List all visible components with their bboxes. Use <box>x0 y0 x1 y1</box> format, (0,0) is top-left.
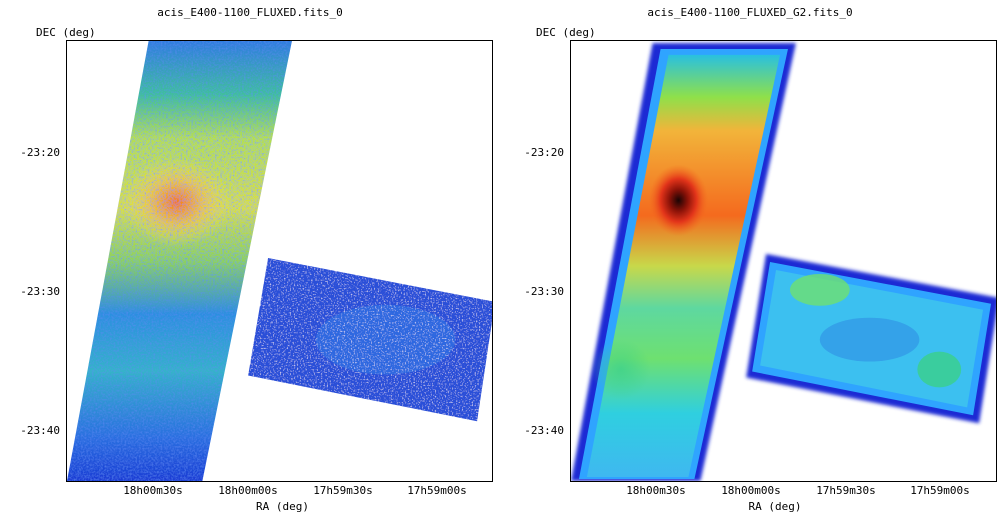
left-fluxed-image <box>67 41 492 481</box>
right-ytick: -23:30 <box>524 285 564 298</box>
left-panel-title: acis_E400-1100_FLUXED.fits_0 <box>157 6 343 19</box>
right-ytick: -23:20 <box>524 146 564 159</box>
right-xtick: 18h00m30s <box>626 484 686 497</box>
left-ytick: -23:40 <box>20 424 60 437</box>
left-xtick: 18h00m00s <box>218 484 278 497</box>
left-panel: acis_E400-1100_FLUXED.fits_0 DEC (deg) -… <box>20 6 493 513</box>
right-xtick: 18h00m00s <box>721 484 781 497</box>
right-ytick: -23:40 <box>524 424 564 437</box>
left-xtick: 17h59m00s <box>407 484 467 497</box>
right-smoothed-image <box>571 42 996 481</box>
left-xtick: 17h59m30s <box>313 484 373 497</box>
right-panel: acis_E400-1100_FLUXED_G2.fits_0 DEC (deg… <box>500 0 1000 522</box>
right-image-plot[interactable] <box>570 40 997 482</box>
left-strip-short <box>248 258 492 422</box>
left-ytick: -23:30 <box>20 285 60 298</box>
left-strip-tall <box>67 41 292 481</box>
left-x-axis-label: RA (deg) <box>256 500 309 513</box>
right-panel-title: acis_E400-1100_FLUXED_G2.fits_0 <box>647 6 853 19</box>
left-xtick: 18h00m30s <box>123 484 183 497</box>
left-ytick: -23:20 <box>20 146 60 159</box>
right-strip-tall <box>571 42 796 481</box>
right-strip-short <box>746 254 996 424</box>
left-image-plot[interactable] <box>66 40 493 482</box>
right-xtick: 17h59m00s <box>910 484 970 497</box>
left-y-axis-label: DEC (deg) <box>36 26 96 39</box>
right-y-axis-label: DEC (deg) <box>536 26 596 39</box>
right-x-axis-label: RA (deg) <box>748 500 802 513</box>
right-xtick: 17h59m30s <box>816 484 876 497</box>
